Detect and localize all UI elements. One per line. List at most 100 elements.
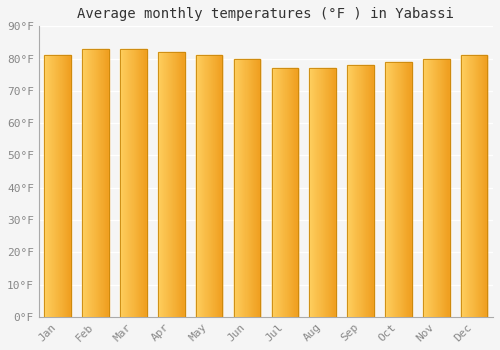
Bar xyxy=(97,49,98,317)
Bar xyxy=(282,68,284,317)
Bar xyxy=(181,52,182,317)
Bar xyxy=(312,68,313,317)
Bar xyxy=(51,55,52,317)
Bar xyxy=(90,49,91,317)
Bar xyxy=(44,55,71,317)
Bar xyxy=(320,68,321,317)
Bar xyxy=(365,65,366,317)
Bar xyxy=(273,68,274,317)
Bar xyxy=(311,68,312,317)
Bar xyxy=(50,55,51,317)
Bar xyxy=(287,68,288,317)
Bar xyxy=(138,49,140,317)
Bar xyxy=(238,58,239,317)
Bar xyxy=(199,55,200,317)
Bar xyxy=(100,49,101,317)
Bar xyxy=(322,68,323,317)
Bar xyxy=(274,68,275,317)
Bar xyxy=(295,68,296,317)
Bar xyxy=(360,65,361,317)
Bar xyxy=(213,55,214,317)
Bar xyxy=(462,55,463,317)
Bar xyxy=(166,52,167,317)
Bar xyxy=(388,62,389,317)
Bar xyxy=(143,49,144,317)
Bar xyxy=(289,68,290,317)
Bar xyxy=(244,58,245,317)
Bar xyxy=(434,58,435,317)
Bar xyxy=(470,55,471,317)
Bar xyxy=(471,55,472,317)
Bar xyxy=(137,49,138,317)
Bar xyxy=(241,58,242,317)
Bar xyxy=(484,55,486,317)
Bar xyxy=(183,52,184,317)
Bar xyxy=(272,68,273,317)
Bar xyxy=(82,49,83,317)
Bar xyxy=(82,49,109,317)
Bar xyxy=(127,49,128,317)
Bar xyxy=(256,58,257,317)
Bar xyxy=(408,62,409,317)
Bar xyxy=(292,68,293,317)
Bar xyxy=(167,52,168,317)
Bar xyxy=(483,55,484,317)
Bar xyxy=(291,68,292,317)
Bar xyxy=(432,58,433,317)
Bar xyxy=(136,49,137,317)
Bar xyxy=(370,65,371,317)
Bar xyxy=(363,65,364,317)
Bar xyxy=(389,62,390,317)
Bar xyxy=(59,55,60,317)
Bar xyxy=(402,62,403,317)
Bar xyxy=(69,55,70,317)
Bar xyxy=(48,55,50,317)
Bar xyxy=(430,58,431,317)
Bar xyxy=(163,52,164,317)
Bar xyxy=(401,62,402,317)
Bar xyxy=(142,49,143,317)
Bar xyxy=(438,58,439,317)
Bar xyxy=(479,55,480,317)
Bar xyxy=(429,58,430,317)
Bar xyxy=(318,68,319,317)
Bar xyxy=(405,62,406,317)
Bar xyxy=(277,68,278,317)
Bar xyxy=(221,55,222,317)
Bar xyxy=(135,49,136,317)
Bar xyxy=(445,58,446,317)
Bar xyxy=(123,49,124,317)
Bar xyxy=(55,55,56,317)
Bar xyxy=(249,58,250,317)
Bar xyxy=(296,68,297,317)
Bar xyxy=(364,65,365,317)
Bar xyxy=(348,65,349,317)
Bar xyxy=(369,65,370,317)
Bar xyxy=(293,68,294,317)
Bar xyxy=(482,55,483,317)
Bar xyxy=(436,58,437,317)
Bar xyxy=(202,55,203,317)
Bar xyxy=(409,62,410,317)
Bar xyxy=(426,58,428,317)
Bar xyxy=(235,58,236,317)
Bar xyxy=(250,58,251,317)
Bar xyxy=(332,68,333,317)
Bar xyxy=(120,49,146,317)
Bar xyxy=(407,62,408,317)
Bar xyxy=(329,68,330,317)
Bar xyxy=(321,68,322,317)
Bar xyxy=(158,52,184,317)
Bar xyxy=(392,62,393,317)
Bar xyxy=(487,55,488,317)
Bar xyxy=(209,55,210,317)
Bar xyxy=(403,62,404,317)
Bar xyxy=(486,55,487,317)
Bar xyxy=(447,58,448,317)
Bar xyxy=(424,58,425,317)
Bar xyxy=(175,52,176,317)
Bar xyxy=(254,58,255,317)
Bar xyxy=(44,55,45,317)
Bar xyxy=(177,52,178,317)
Bar xyxy=(237,58,238,317)
